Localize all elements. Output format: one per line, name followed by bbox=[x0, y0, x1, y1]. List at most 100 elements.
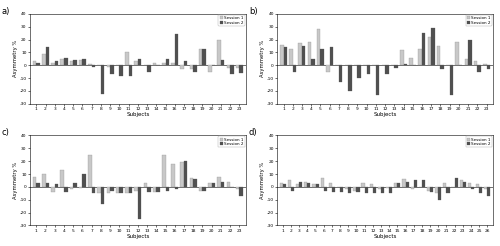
Bar bbox=[478, 65, 481, 72]
Bar bbox=[193, 179, 196, 187]
Bar bbox=[317, 29, 320, 65]
Bar bbox=[430, 187, 433, 192]
Bar bbox=[138, 59, 141, 65]
Bar bbox=[316, 184, 318, 187]
Bar bbox=[221, 182, 224, 187]
Bar bbox=[226, 65, 230, 68]
Bar bbox=[324, 187, 327, 191]
Bar bbox=[226, 182, 230, 187]
Bar bbox=[329, 183, 332, 187]
Bar bbox=[378, 187, 381, 189]
Bar bbox=[64, 58, 68, 65]
Bar bbox=[362, 183, 364, 187]
Bar bbox=[308, 42, 311, 65]
Bar bbox=[202, 48, 206, 65]
Bar bbox=[70, 187, 73, 189]
Bar bbox=[339, 65, 342, 82]
Bar bbox=[284, 47, 287, 65]
Bar bbox=[460, 181, 463, 187]
Bar bbox=[428, 37, 431, 65]
Bar bbox=[356, 187, 360, 192]
Bar bbox=[456, 42, 459, 65]
Bar bbox=[385, 65, 388, 74]
Bar bbox=[73, 183, 76, 187]
Bar bbox=[409, 58, 413, 65]
Bar bbox=[394, 65, 398, 68]
Bar bbox=[199, 187, 202, 191]
Bar bbox=[144, 183, 147, 187]
Bar bbox=[312, 184, 316, 187]
Bar bbox=[162, 63, 166, 65]
Bar bbox=[404, 64, 407, 65]
Bar bbox=[125, 187, 128, 193]
Bar bbox=[125, 52, 128, 65]
Bar bbox=[468, 40, 471, 65]
Bar bbox=[471, 187, 474, 189]
Bar bbox=[422, 33, 426, 65]
Bar bbox=[110, 65, 114, 74]
Bar bbox=[340, 187, 343, 192]
Bar bbox=[400, 50, 404, 65]
Text: a): a) bbox=[2, 7, 10, 16]
Bar bbox=[308, 183, 310, 187]
Bar bbox=[418, 48, 422, 65]
Y-axis label: Asymmetry %: Asymmetry % bbox=[13, 162, 18, 199]
Text: c): c) bbox=[2, 128, 10, 137]
Bar bbox=[172, 164, 175, 187]
Y-axis label: Asymmetry %: Asymmetry % bbox=[260, 40, 266, 77]
Bar bbox=[326, 65, 330, 72]
Bar bbox=[236, 65, 240, 68]
Bar bbox=[46, 47, 49, 65]
Bar bbox=[483, 64, 486, 65]
Bar bbox=[479, 187, 482, 193]
Bar bbox=[212, 183, 215, 187]
Bar bbox=[438, 187, 442, 200]
Bar bbox=[199, 48, 202, 65]
Bar bbox=[431, 28, 434, 65]
X-axis label: Subjects: Subjects bbox=[374, 112, 396, 117]
Bar bbox=[376, 65, 380, 95]
Bar bbox=[373, 187, 376, 193]
Bar bbox=[101, 187, 104, 204]
Bar bbox=[289, 48, 293, 65]
Bar bbox=[240, 65, 243, 73]
Bar bbox=[435, 187, 438, 193]
Text: d): d) bbox=[249, 128, 258, 137]
Bar bbox=[320, 48, 324, 65]
Bar bbox=[354, 187, 356, 191]
Bar bbox=[422, 181, 425, 187]
Bar bbox=[446, 187, 450, 193]
Bar bbox=[381, 187, 384, 193]
Bar bbox=[128, 65, 132, 76]
Bar bbox=[92, 65, 95, 67]
Legend: Session 1, Session 2: Session 1, Session 2 bbox=[466, 15, 492, 26]
Bar bbox=[82, 59, 86, 65]
Bar bbox=[120, 187, 123, 193]
Bar bbox=[440, 65, 444, 69]
Bar bbox=[410, 187, 414, 189]
Bar bbox=[299, 182, 302, 187]
Bar bbox=[162, 155, 166, 187]
Legend: Session 1, Session 2: Session 1, Session 2 bbox=[218, 136, 245, 147]
Bar bbox=[386, 187, 389, 188]
Bar bbox=[366, 65, 370, 74]
Bar bbox=[348, 65, 352, 91]
Bar bbox=[70, 62, 73, 65]
Bar bbox=[128, 187, 132, 193]
Bar bbox=[166, 59, 169, 65]
Bar bbox=[33, 62, 36, 65]
Bar bbox=[486, 65, 490, 69]
Bar bbox=[218, 177, 221, 187]
Bar bbox=[476, 184, 479, 187]
Bar bbox=[73, 60, 76, 65]
Bar bbox=[464, 59, 468, 65]
Bar bbox=[156, 187, 160, 192]
Bar bbox=[402, 179, 406, 187]
Bar bbox=[153, 63, 156, 65]
Bar bbox=[450, 65, 453, 95]
Bar bbox=[175, 187, 178, 189]
Bar bbox=[296, 184, 299, 187]
Bar bbox=[180, 65, 184, 69]
Bar bbox=[298, 43, 302, 65]
Bar bbox=[153, 187, 156, 192]
